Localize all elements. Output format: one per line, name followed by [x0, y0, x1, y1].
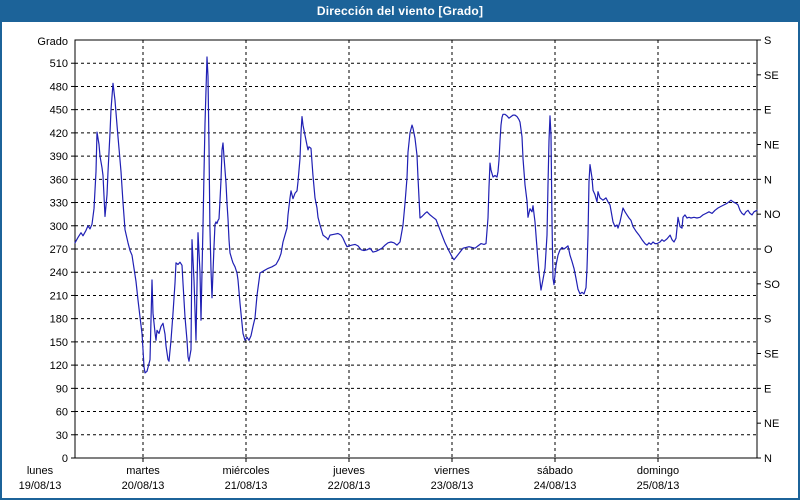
y-axis-tick-label: 30 — [56, 430, 68, 442]
window-title-bar: Dirección del viento [Grado] — [0, 0, 800, 22]
y-axis-tick-label: 60 — [56, 407, 68, 419]
y-axis-tick-label: 0 — [62, 453, 68, 465]
y-axis-tick-label: 510 — [50, 58, 68, 70]
y-axis-tick-label: 120 — [50, 360, 68, 372]
y-axis-tick-label: 450 — [50, 105, 68, 117]
y-axis-tick-label: 390 — [50, 151, 68, 163]
y-axis-tick-label: 180 — [50, 314, 68, 326]
day-label: martes — [126, 465, 160, 477]
plot-area — [75, 40, 757, 458]
day-label: lunes — [27, 465, 54, 477]
y-axis-tick-label: 210 — [50, 290, 68, 302]
date-label: 21/08/13 — [225, 480, 268, 492]
day-label: sábado — [537, 465, 573, 477]
date-label: 22/08/13 — [328, 480, 371, 492]
y-axis-tick-label: 150 — [50, 337, 68, 349]
compass-tick-label: SE — [764, 349, 779, 361]
y-axis-tick-label: 360 — [50, 174, 68, 186]
y-axis-tick-label: 300 — [50, 221, 68, 233]
date-label: 25/08/13 — [637, 480, 680, 492]
date-label: 23/08/13 — [431, 480, 474, 492]
compass-tick-label: E — [764, 105, 771, 117]
y-axis-tick-label: 330 — [50, 198, 68, 210]
day-label: viernes — [434, 465, 470, 477]
compass-tick-label: NO — [764, 209, 781, 221]
compass-tick-label: S — [764, 314, 771, 326]
y-axis-tick-label: 420 — [50, 128, 68, 140]
compass-tick-label: O — [764, 244, 773, 256]
y-axis-tick-label: 480 — [50, 81, 68, 93]
day-label: miércoles — [222, 465, 270, 477]
wind-direction-series — [74, 56, 758, 374]
date-label: 20/08/13 — [122, 480, 165, 492]
day-label: jueves — [332, 465, 365, 477]
date-label: 19/08/13 — [19, 480, 62, 492]
y-axis-tick-label: 90 — [56, 383, 68, 395]
plot-border — [74, 39, 758, 459]
compass-tick-label: N — [764, 174, 772, 186]
y-axis-title: Grado — [37, 36, 68, 48]
compass-tick-label: NE — [764, 140, 779, 152]
compass-tick-label: S — [764, 35, 771, 47]
y-axis-tick-label: 270 — [50, 244, 68, 256]
y-axis-tick-label: 240 — [50, 267, 68, 279]
compass-tick-label: NE — [764, 418, 779, 430]
chart-title: Dirección del viento [Grado] — [316, 4, 484, 18]
day-label: domingo — [637, 465, 679, 477]
compass-tick-label: SE — [764, 70, 779, 82]
compass-tick-label: E — [764, 383, 771, 395]
compass-tick-label: N — [764, 453, 772, 465]
compass-tick-label: SO — [764, 279, 780, 291]
date-label: 24/08/13 — [534, 480, 577, 492]
